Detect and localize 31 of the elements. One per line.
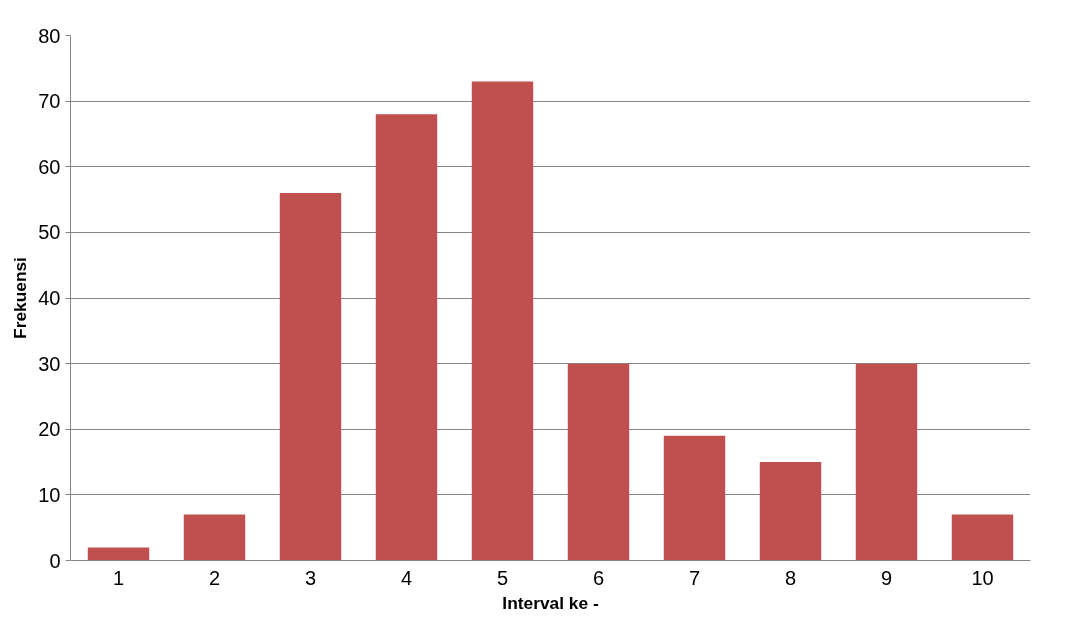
- bar: [855, 363, 918, 561]
- x-tick-label: 10: [971, 566, 994, 589]
- y-tick-label: 80: [38, 24, 61, 47]
- x-tick-label: 9: [880, 566, 893, 589]
- y-tick-label: 10: [38, 483, 61, 506]
- x-tick-label: 5: [496, 566, 509, 589]
- bar: [87, 547, 150, 561]
- bar: [567, 363, 630, 561]
- bar: [471, 81, 534, 561]
- bar: [279, 193, 342, 561]
- x-tick-label: 7: [688, 566, 701, 589]
- y-tick-label: 60: [38, 155, 61, 178]
- x-tick-label: 4: [400, 566, 413, 589]
- x-tick-label: 8: [784, 566, 797, 589]
- bar: [951, 514, 1014, 561]
- bar: [759, 462, 822, 561]
- x-tick-label: 1: [112, 566, 125, 589]
- y-tick-label: 0: [49, 549, 61, 572]
- x-axis-title: Interval ke -: [502, 592, 599, 613]
- x-tick-label: 6: [592, 566, 605, 589]
- x-tick-label: 2: [208, 566, 221, 589]
- y-tick-label: 30: [38, 352, 61, 375]
- bar: [183, 514, 246, 561]
- y-tick-label: 20: [38, 418, 61, 441]
- y-tick-label: 50: [38, 221, 61, 244]
- bar: [375, 114, 438, 561]
- x-tick-label: 3: [304, 566, 317, 589]
- y-axis-title: Frekuensi: [10, 257, 31, 339]
- bar: [663, 435, 726, 561]
- y-tick-label: 70: [38, 90, 61, 113]
- y-tick-label: 40: [38, 287, 61, 309]
